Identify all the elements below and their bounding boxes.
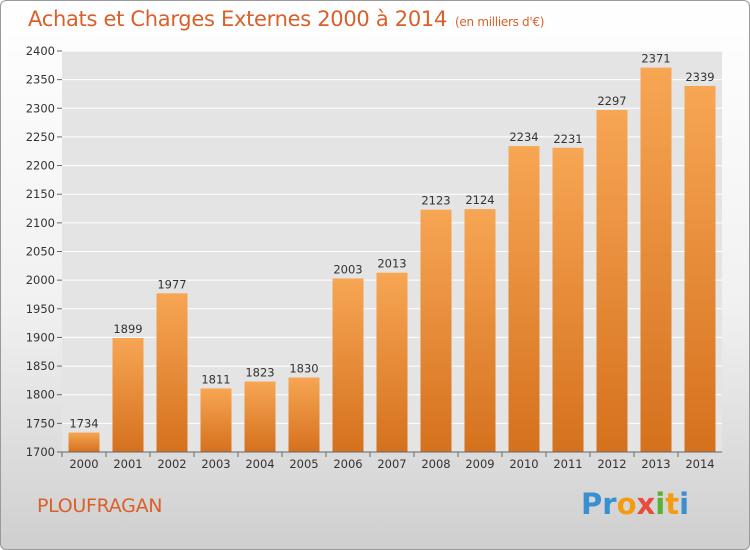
x-tick-label: 2012: [597, 457, 626, 471]
y-tick-label: 2250: [26, 130, 55, 144]
bar-value-label: 2371: [641, 52, 670, 66]
bar: [508, 146, 540, 452]
y-tick-label: 2400: [26, 44, 55, 58]
bar-value-label: 1977: [157, 277, 186, 291]
x-tick-label: 2004: [245, 457, 274, 471]
y-tick-label: 1700: [26, 445, 55, 459]
commune-name: PLOUFRAGAN: [37, 495, 163, 517]
bar-value-label: 2003: [333, 262, 362, 276]
bar: [552, 147, 584, 452]
y-axis-ticks: 1700 1750 1800 1850 1900 1950 2000 2050 2100 2150…: [26, 44, 62, 459]
logo-letter: r: [602, 487, 617, 521]
x-tick-label: 2006: [333, 457, 362, 471]
bar: [112, 338, 144, 452]
y-tick-label: 2100: [26, 216, 55, 230]
y-tick-label: 2200: [26, 159, 55, 173]
x-tick-label: 2013: [641, 457, 670, 471]
bar-value-label: 2123: [421, 194, 450, 208]
x-tick-label: 2005: [289, 457, 318, 471]
x-tick-label: 2001: [113, 457, 142, 471]
bar: [288, 377, 320, 452]
y-tick-label: 1850: [26, 359, 55, 373]
bar: [464, 209, 496, 452]
bar-value-label: 2124: [465, 193, 494, 207]
x-tick-label: 2009: [465, 457, 494, 471]
y-tick-label: 1950: [26, 302, 55, 316]
x-tick-label: 2002: [157, 457, 186, 471]
y-tick-label: 2050: [26, 245, 55, 259]
y-tick-label: 2350: [26, 73, 55, 87]
bar-value-label: 2339: [685, 70, 714, 84]
proxiti-logo: Proxiti: [581, 487, 689, 521]
y-tick-label: 2000: [26, 273, 55, 287]
x-tick-label: 2003: [201, 457, 230, 471]
logo-letter: P: [581, 487, 603, 521]
y-tick-label: 1900: [26, 330, 55, 344]
y-tick-label: 1750: [26, 416, 55, 430]
logo-letter: i: [655, 487, 666, 521]
bar: [200, 388, 232, 452]
x-tick-label: 2010: [509, 457, 538, 471]
bars: [68, 67, 716, 453]
bar-value-label: 2013: [377, 257, 406, 271]
y-tick-label: 2150: [26, 187, 55, 201]
bar-value-label: 2231: [553, 132, 582, 146]
bar: [332, 278, 364, 452]
logo-letter: x: [636, 487, 656, 521]
bar: [420, 209, 452, 452]
bar: [376, 272, 408, 452]
bar-value-label: 1830: [289, 362, 318, 376]
bar: [68, 432, 100, 452]
x-tick-label: 2014: [685, 457, 714, 471]
bar: [640, 67, 672, 452]
bar-value-label: 2297: [597, 94, 626, 108]
x-tick-label: 2008: [421, 457, 450, 471]
bar: [156, 293, 188, 452]
bar-value-label: 2234: [509, 130, 538, 144]
title-text: Achats et Charges Externes 2000 à 2014: [28, 7, 448, 31]
logo-letter: t: [665, 487, 680, 521]
x-tick-label: 2007: [377, 457, 406, 471]
bar-value-label: 1899: [113, 322, 142, 336]
unit-label: (en milliers d'€): [455, 15, 545, 29]
y-tick-label: 1800: [26, 388, 55, 402]
x-tick-label: 2000: [69, 457, 98, 471]
chart-title: Achats et Charges Externes 2000 à 2014 (e…: [28, 7, 544, 31]
bar-labels: 1734 1899 1977 1811 1823 1830 2003 2013 2123 2124…: [69, 52, 714, 431]
logo-letter: i: [679, 487, 690, 521]
bar-value-label: 1811: [201, 372, 230, 386]
bar: [244, 381, 276, 452]
bar: [596, 110, 628, 453]
bar-value-label: 1734: [69, 417, 98, 431]
y-tick-label: 2300: [26, 101, 55, 115]
logo-letter: o: [616, 487, 637, 521]
x-tick-label: 2011: [553, 457, 582, 471]
bar-value-label: 1823: [245, 366, 274, 380]
bar: [684, 85, 716, 453]
x-axis-ticks: 2000 2001 2002 2003 2004 2005 2006 2007 2008 2009…: [61, 451, 722, 471]
